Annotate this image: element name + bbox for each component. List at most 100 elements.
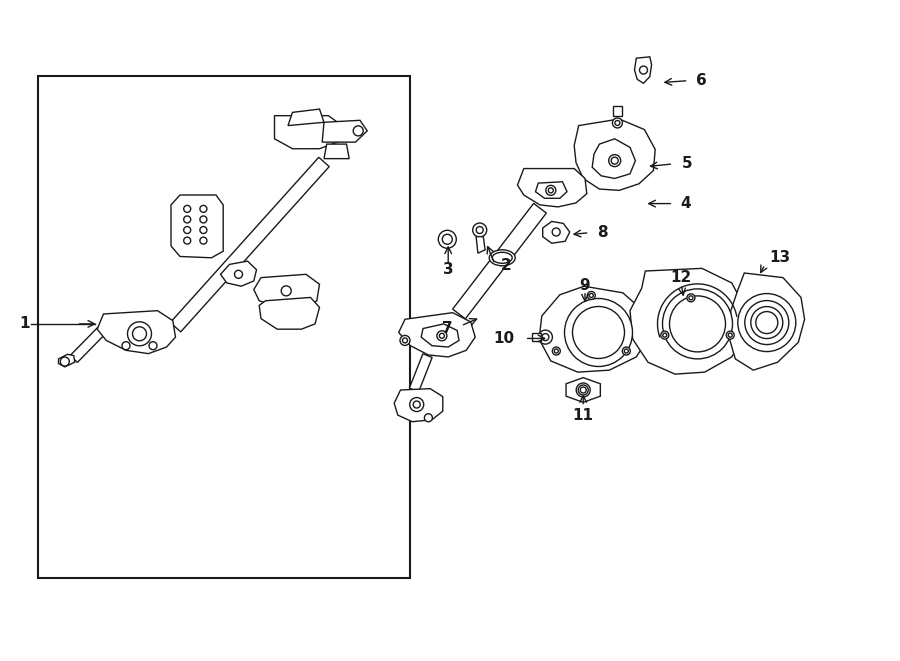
Circle shape bbox=[353, 126, 364, 136]
Circle shape bbox=[688, 296, 693, 300]
Circle shape bbox=[200, 237, 207, 244]
Circle shape bbox=[128, 322, 151, 346]
Circle shape bbox=[622, 347, 630, 355]
Polygon shape bbox=[613, 106, 622, 116]
Text: 9: 9 bbox=[580, 278, 590, 293]
Circle shape bbox=[149, 342, 157, 350]
Polygon shape bbox=[324, 144, 349, 159]
Circle shape bbox=[615, 120, 620, 126]
Circle shape bbox=[548, 188, 554, 193]
Circle shape bbox=[200, 227, 207, 233]
Polygon shape bbox=[97, 311, 176, 354]
Circle shape bbox=[687, 294, 695, 302]
Circle shape bbox=[410, 397, 424, 412]
Ellipse shape bbox=[751, 307, 783, 338]
Circle shape bbox=[625, 349, 628, 353]
Circle shape bbox=[608, 155, 621, 167]
Circle shape bbox=[576, 383, 590, 397]
Circle shape bbox=[200, 216, 207, 223]
Polygon shape bbox=[476, 237, 485, 253]
Circle shape bbox=[662, 333, 667, 337]
Polygon shape bbox=[518, 169, 587, 207]
Polygon shape bbox=[399, 313, 475, 357]
Polygon shape bbox=[170, 157, 329, 332]
Circle shape bbox=[476, 227, 483, 233]
Text: 7: 7 bbox=[442, 321, 453, 336]
Polygon shape bbox=[259, 297, 320, 329]
Circle shape bbox=[281, 286, 292, 296]
Circle shape bbox=[184, 206, 191, 212]
Circle shape bbox=[640, 66, 647, 74]
Polygon shape bbox=[543, 221, 570, 243]
Circle shape bbox=[438, 230, 456, 249]
Circle shape bbox=[184, 216, 191, 223]
Text: 4: 4 bbox=[680, 196, 691, 211]
Polygon shape bbox=[536, 182, 567, 198]
Bar bbox=[38, 76, 410, 578]
Circle shape bbox=[611, 157, 618, 164]
Circle shape bbox=[122, 342, 130, 350]
Ellipse shape bbox=[492, 253, 512, 263]
Polygon shape bbox=[634, 57, 652, 83]
Polygon shape bbox=[410, 354, 432, 392]
Ellipse shape bbox=[756, 311, 778, 334]
Text: 6: 6 bbox=[696, 73, 706, 88]
Polygon shape bbox=[532, 333, 541, 341]
Polygon shape bbox=[566, 377, 600, 403]
Circle shape bbox=[472, 223, 487, 237]
Polygon shape bbox=[322, 120, 367, 142]
Circle shape bbox=[442, 234, 453, 245]
Ellipse shape bbox=[662, 289, 733, 359]
Ellipse shape bbox=[670, 296, 725, 352]
Text: 2: 2 bbox=[500, 258, 511, 273]
Circle shape bbox=[588, 292, 595, 299]
Circle shape bbox=[184, 227, 191, 233]
Circle shape bbox=[60, 357, 69, 366]
Circle shape bbox=[590, 293, 593, 297]
Circle shape bbox=[402, 338, 408, 343]
Text: 1: 1 bbox=[19, 317, 30, 331]
Circle shape bbox=[436, 330, 447, 341]
Circle shape bbox=[580, 387, 586, 393]
Text: 12: 12 bbox=[670, 270, 692, 285]
Polygon shape bbox=[288, 109, 324, 126]
Text: 3: 3 bbox=[443, 262, 454, 277]
Polygon shape bbox=[539, 286, 650, 372]
Circle shape bbox=[728, 333, 733, 337]
Polygon shape bbox=[220, 261, 256, 286]
Circle shape bbox=[553, 228, 560, 236]
Circle shape bbox=[538, 330, 553, 344]
Polygon shape bbox=[274, 116, 342, 149]
Circle shape bbox=[413, 401, 420, 408]
Polygon shape bbox=[254, 274, 320, 309]
Text: 10: 10 bbox=[494, 331, 515, 346]
Circle shape bbox=[439, 333, 445, 338]
Polygon shape bbox=[592, 139, 635, 178]
Polygon shape bbox=[58, 354, 75, 367]
Polygon shape bbox=[421, 324, 459, 347]
Polygon shape bbox=[729, 273, 805, 370]
Polygon shape bbox=[630, 268, 747, 374]
Circle shape bbox=[200, 206, 207, 212]
Text: 8: 8 bbox=[597, 225, 608, 240]
Circle shape bbox=[425, 414, 432, 422]
Circle shape bbox=[554, 349, 558, 353]
Circle shape bbox=[235, 270, 242, 278]
Circle shape bbox=[578, 385, 589, 395]
Circle shape bbox=[661, 331, 669, 339]
Text: 13: 13 bbox=[770, 251, 790, 265]
Circle shape bbox=[545, 185, 556, 196]
Text: 5: 5 bbox=[682, 157, 693, 171]
Polygon shape bbox=[574, 119, 655, 190]
Ellipse shape bbox=[490, 250, 515, 266]
Circle shape bbox=[132, 327, 147, 341]
Ellipse shape bbox=[572, 307, 625, 358]
Circle shape bbox=[400, 335, 410, 346]
Circle shape bbox=[542, 334, 549, 340]
Polygon shape bbox=[453, 204, 546, 319]
Circle shape bbox=[553, 347, 561, 355]
Text: 11: 11 bbox=[572, 408, 594, 422]
Ellipse shape bbox=[564, 299, 633, 366]
Polygon shape bbox=[171, 195, 223, 258]
Ellipse shape bbox=[745, 301, 788, 344]
